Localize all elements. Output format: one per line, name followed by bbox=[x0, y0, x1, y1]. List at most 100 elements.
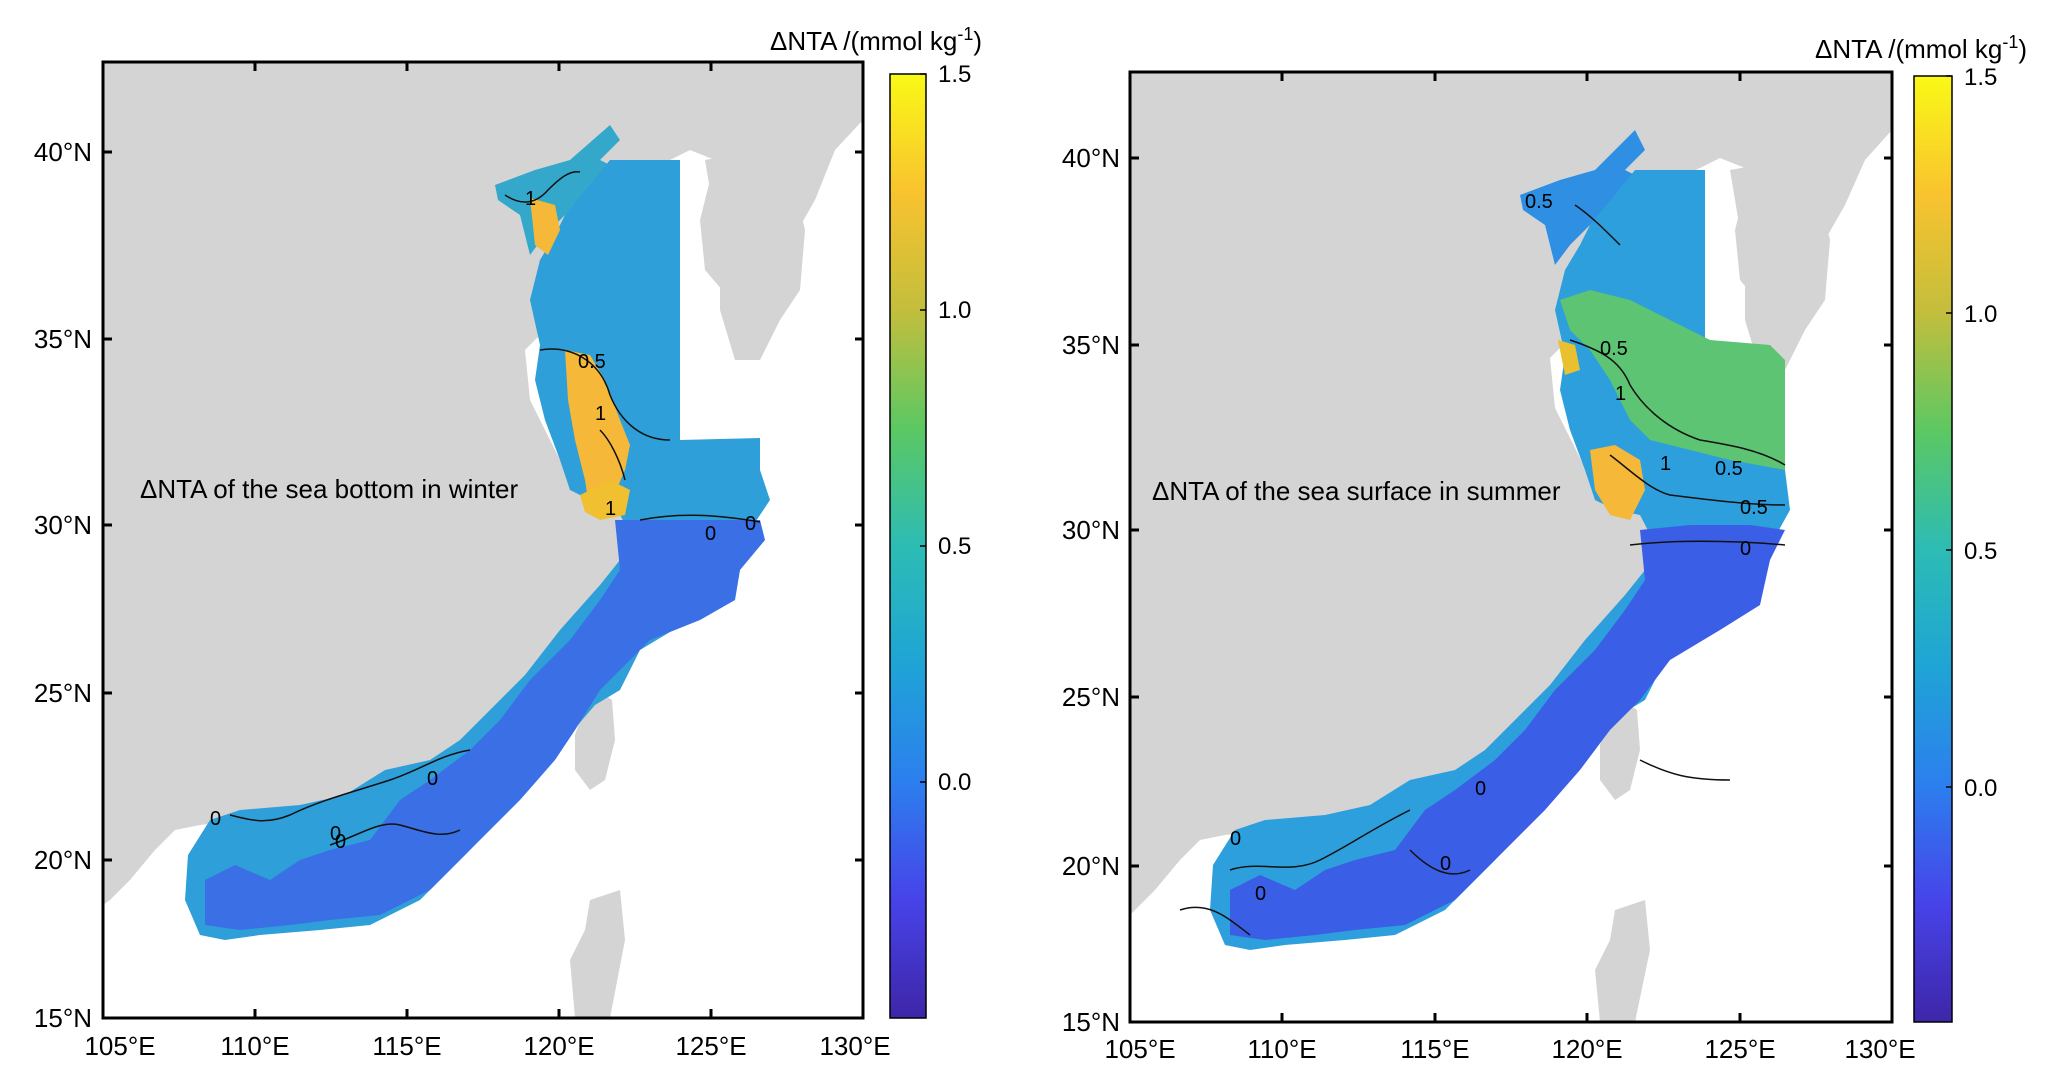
contour-label: 0 bbox=[705, 523, 716, 545]
data-field-bohai bbox=[1520, 130, 1645, 265]
contour-label: 1 bbox=[605, 498, 616, 520]
lat-label: 20°N bbox=[1062, 851, 1120, 881]
data-field-yellow-sea bbox=[185, 160, 770, 940]
lon-labels: 105°E 110°E 115°E 120°E 125°E 130°E bbox=[1104, 1034, 1915, 1064]
lat-label: 25°N bbox=[34, 678, 92, 708]
lat-label: 30°N bbox=[34, 510, 92, 540]
contour-label: 0 bbox=[745, 513, 756, 535]
colorbar-tick-labels: 1.5 1.0 0.5 0.0 bbox=[938, 61, 971, 796]
colorbar-title-sup: -1 bbox=[957, 24, 973, 44]
contour-label: 0 bbox=[330, 823, 341, 845]
axis-ticks bbox=[1130, 72, 1892, 1022]
lat-label: 15°N bbox=[1062, 1007, 1120, 1037]
map-frame bbox=[1128, 70, 1894, 1024]
colorbar-tick-label: 1.0 bbox=[1964, 301, 1997, 328]
colorbar-tick-label: 0.0 bbox=[1964, 775, 1997, 802]
colorbar-tick-label: 1.5 bbox=[1964, 64, 1997, 91]
lat-label: 25°N bbox=[1062, 682, 1120, 712]
colorbar-title: ΔNTA /(mmol kg-1) bbox=[770, 24, 982, 56]
contour-label: 1 bbox=[525, 188, 536, 210]
data-field-bohai bbox=[495, 125, 620, 255]
colorbar-title: ΔNTA /(mmol kg-1) bbox=[1815, 32, 2027, 64]
contour-label: 0 bbox=[1740, 538, 1751, 560]
land-luzon bbox=[570, 890, 625, 1018]
land-korea bbox=[705, 150, 805, 360]
lon-label: 125°E bbox=[1704, 1034, 1775, 1064]
colorbar-title-main: ΔNTA /(mmol kg bbox=[770, 26, 957, 56]
lat-labels: 40°N 35°N 30°N 25°N 20°N 15°N bbox=[1062, 143, 1120, 1037]
data-field-south-low bbox=[205, 520, 765, 930]
colorbar-tick-label: 1.0 bbox=[938, 297, 971, 324]
contour-label: 0 bbox=[335, 831, 346, 853]
lon-label: 130°E bbox=[819, 1031, 890, 1061]
colorbar-title-main: ΔNTA /(mmol kg bbox=[1815, 34, 2002, 64]
lon-label: 115°E bbox=[372, 1031, 441, 1061]
colorbar-tick-label: 0.5 bbox=[938, 533, 971, 560]
land-mainland bbox=[1130, 72, 1892, 915]
contour-label: 0.5 bbox=[1525, 191, 1553, 213]
contour-lines-winter bbox=[229, 170, 761, 846]
lat-label: 40°N bbox=[1062, 143, 1120, 173]
contour-label: 1 bbox=[1660, 453, 1671, 475]
lon-label: 115°E bbox=[1400, 1034, 1469, 1064]
colorbar-title-end: ) bbox=[973, 26, 982, 56]
lon-label: 120°E bbox=[1551, 1034, 1622, 1064]
colorbar-title-end: ) bbox=[2018, 34, 2027, 64]
contour-label: 0 bbox=[1440, 853, 1451, 875]
map-annotation: ΔNTA of the sea bottom in winter bbox=[140, 474, 519, 504]
lat-label: 20°N bbox=[34, 845, 92, 875]
colorbar-ticks bbox=[920, 73, 926, 783]
data-field-high-estuary bbox=[580, 480, 630, 520]
map-frame bbox=[101, 60, 865, 1020]
lat-label: 35°N bbox=[34, 324, 92, 354]
contour-label: 0 bbox=[427, 768, 438, 790]
land-korea bbox=[1730, 160, 1830, 370]
data-field-high-yangtze bbox=[565, 350, 630, 520]
data-field-high-coast bbox=[1558, 340, 1580, 375]
land-mainland bbox=[103, 62, 863, 905]
lon-labels: 105°E 110°E 115°E 120°E 125°E 130°E bbox=[84, 1031, 890, 1061]
lon-label: 110°E bbox=[220, 1031, 289, 1061]
lon-label: 130°E bbox=[1844, 1034, 1915, 1064]
lat-label: 40°N bbox=[34, 137, 92, 167]
map-panel-winter: 1 0.5 1 1 0 0 0 0 0 0 40°N 35°N 30°N 25°… bbox=[0, 0, 1030, 1079]
axis-ticks bbox=[103, 62, 863, 1018]
colorbar-tick-labels: 1.5 1.0 0.5 0.0 bbox=[1964, 64, 1997, 802]
data-field-teal-yangtze bbox=[1560, 290, 1785, 470]
contour-label: 0.5 bbox=[1600, 338, 1628, 360]
contour-lines-summer bbox=[1179, 204, 1786, 936]
contour-label: 1 bbox=[1615, 383, 1626, 405]
colorbar-title-sup: -1 bbox=[2002, 32, 2018, 52]
colorbar-tick-label: 0.5 bbox=[1964, 538, 1997, 565]
map-annotation: ΔNTA of the sea surface in summer bbox=[1152, 476, 1561, 506]
colorbar-tick-label: 0.0 bbox=[938, 769, 971, 796]
contour-label: 0 bbox=[1230, 828, 1241, 850]
lat-label: 15°N bbox=[34, 1003, 92, 1033]
land-luzon bbox=[1595, 900, 1650, 1022]
data-field-high-estuary bbox=[1590, 445, 1645, 520]
data-field-high-bohai bbox=[530, 198, 560, 255]
contour-label: 0.5 bbox=[1715, 458, 1743, 480]
map-svg-summer: 0.5 0.5 1 1 0.5 0.5 0 0 0 0 0 40°N 35°N … bbox=[1062, 32, 2027, 1064]
data-field-south-low bbox=[1230, 525, 1785, 940]
lon-label: 125°E bbox=[675, 1031, 746, 1061]
contour-label: 0.5 bbox=[578, 351, 606, 373]
lat-label: 35°N bbox=[1062, 330, 1120, 360]
colorbar-ticks bbox=[1946, 75, 1952, 788]
lon-label: 120°E bbox=[523, 1031, 594, 1061]
colorbar-tick-label: 1.5 bbox=[938, 61, 971, 88]
contour-label-group-summer: 0.5 0.5 1 1 0.5 0.5 0 0 0 0 0 bbox=[1230, 191, 1768, 905]
contour-label-group-winter: 1 0.5 1 1 0 0 0 0 0 0 bbox=[210, 188, 756, 853]
lon-label: 105°E bbox=[84, 1031, 155, 1061]
lon-label: 110°E bbox=[1247, 1034, 1316, 1064]
map-panel-summer: 0.5 0.5 1 1 0.5 0.5 0 0 0 0 0 40°N 35°N … bbox=[1030, 0, 2067, 1079]
contour-label: 0 bbox=[210, 808, 221, 830]
colorbar bbox=[1913, 75, 1953, 1023]
lat-label: 30°N bbox=[1062, 515, 1120, 545]
contour-label: 0.5 bbox=[1740, 497, 1768, 519]
contour-label: 0 bbox=[1255, 883, 1266, 905]
contour-label: 0 bbox=[1475, 778, 1486, 800]
lat-labels: 40°N 35°N 30°N 25°N 20°N 15°N bbox=[34, 137, 92, 1033]
lon-label: 105°E bbox=[1104, 1034, 1175, 1064]
contour-label: 1 bbox=[595, 403, 606, 425]
